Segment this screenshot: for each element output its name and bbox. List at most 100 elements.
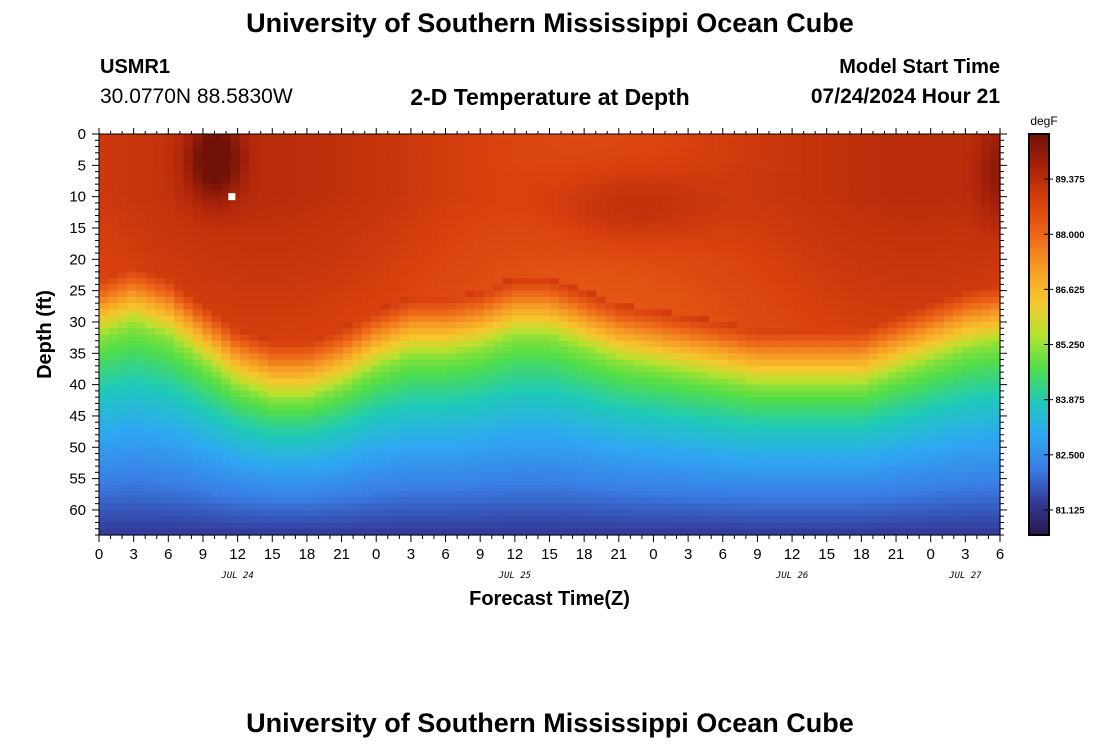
heatmap-cell (709, 334, 720, 342)
heatmap-cell (211, 290, 222, 298)
heatmap-cell (802, 422, 813, 430)
heatmap-cell (399, 384, 410, 392)
heatmap-cell (746, 309, 757, 317)
heatmap-cell (587, 384, 598, 392)
heatmap-cell (577, 359, 588, 367)
heatmap-cell (399, 190, 410, 198)
heatmap-cell (727, 190, 738, 198)
heatmap-cell (859, 171, 870, 179)
heatmap-cell (399, 146, 410, 154)
heatmap-cell (277, 347, 288, 354)
heatmap-cell (737, 296, 748, 304)
heatmap-cell (718, 265, 729, 273)
heatmap-cell (943, 227, 954, 235)
heatmap-cell (211, 384, 222, 392)
heatmap-cell (343, 190, 354, 198)
heatmap-cell (540, 315, 551, 323)
heatmap-cell (192, 259, 203, 267)
heatmap-cell (906, 190, 917, 198)
heatmap-cell (521, 165, 532, 173)
heatmap-cell (267, 397, 278, 405)
heatmap-cell (521, 190, 532, 198)
heatmap-cell (587, 134, 598, 141)
heatmap-cell (314, 196, 325, 204)
heatmap-cell (990, 384, 1001, 392)
heatmap-cell (521, 140, 532, 148)
heatmap-cell (615, 434, 626, 442)
heatmap-cell (943, 359, 954, 367)
heatmap-cell (136, 296, 147, 304)
heatmap-cell (849, 227, 860, 235)
heatmap-cell (577, 240, 588, 248)
heatmap-cell (108, 309, 119, 317)
heatmap-cell (821, 390, 832, 398)
heatmap-cell (812, 196, 823, 204)
heatmap-cell (690, 134, 701, 141)
heatmap-cell (962, 296, 973, 304)
heatmap-cell (483, 278, 494, 285)
heatmap-cell (343, 334, 354, 342)
heatmap-cell (249, 278, 260, 285)
heatmap-cell (971, 384, 982, 392)
heatmap-cell (690, 384, 701, 392)
heatmap-cell (643, 177, 654, 185)
heatmap-cell (577, 328, 588, 336)
heatmap-cell (164, 196, 175, 204)
heatmap-cell (164, 321, 175, 329)
heatmap-cell (117, 259, 128, 267)
heatmap-cell (314, 347, 325, 354)
heatmap-cell (587, 240, 598, 248)
heatmap-cell (427, 284, 438, 292)
heatmap-cell (267, 441, 278, 448)
heatmap-cell (258, 140, 269, 148)
heatmap-cell (652, 365, 663, 373)
heatmap-cell (906, 328, 917, 336)
heatmap-cell (511, 240, 522, 248)
heatmap-cell (737, 290, 748, 298)
heatmap-cell (117, 171, 128, 179)
heatmap-cell (136, 177, 147, 185)
heatmap-cell (765, 453, 776, 461)
heatmap-cell (145, 215, 156, 223)
heatmap-cell (549, 259, 560, 267)
heatmap-cell (436, 234, 447, 242)
heatmap-cell (511, 159, 522, 166)
heatmap-cell (924, 347, 935, 354)
heatmap-cell (352, 271, 363, 279)
heatmap-cell (981, 390, 992, 398)
heatmap-cell (352, 303, 363, 311)
heatmap-cell (802, 409, 813, 417)
heatmap-cell (906, 146, 917, 154)
heatmap-cell (615, 234, 626, 242)
heatmap-cell (371, 221, 382, 229)
heatmap-cell (174, 434, 185, 442)
heatmap-cell (596, 434, 607, 442)
heatmap-cell (296, 390, 307, 398)
heatmap-cell (802, 152, 813, 160)
heatmap-cell (211, 259, 222, 267)
heatmap-cell (587, 359, 598, 367)
heatmap-cell (483, 253, 494, 260)
heatmap-cell (887, 403, 898, 411)
heatmap-cell (127, 284, 138, 292)
heatmap-cell (127, 434, 138, 442)
heatmap-cell (427, 165, 438, 173)
heatmap-cell (962, 403, 973, 411)
heatmap-cell (455, 159, 466, 166)
heatmap-cell (633, 296, 644, 304)
heatmap-cell (662, 171, 673, 179)
heatmap-cell (521, 415, 532, 423)
heatmap-cell (755, 284, 766, 292)
heatmap-cell (652, 234, 663, 242)
heatmap-cell (615, 246, 626, 254)
heatmap-cell (127, 409, 138, 417)
heatmap-cell (418, 221, 429, 229)
heatmap-cell (446, 334, 457, 342)
heatmap-cell (615, 209, 626, 217)
heatmap-cell (793, 409, 804, 417)
heatmap-cell (821, 303, 832, 311)
heatmap-cell (333, 271, 344, 279)
heatmap-cell (962, 359, 973, 367)
heatmap-cell (511, 328, 522, 336)
heatmap-cell (314, 253, 325, 260)
